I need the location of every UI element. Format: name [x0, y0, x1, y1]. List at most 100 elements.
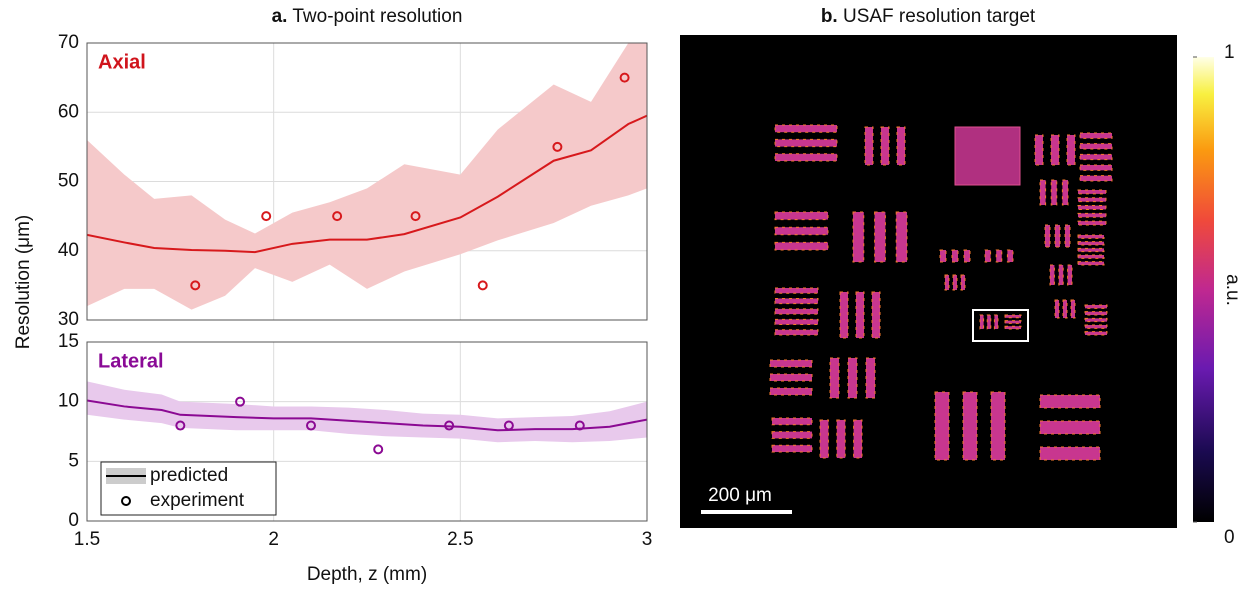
target-bar — [1084, 304, 1108, 309]
experiment-point — [306, 420, 316, 431]
target-bar — [1061, 179, 1069, 206]
target-bar — [1084, 317, 1108, 323]
target-bar — [774, 241, 829, 251]
plot-area — [87, 381, 647, 443]
target-bar — [1004, 320, 1022, 324]
target-bar — [771, 431, 813, 439]
experiment-point — [190, 280, 201, 291]
axes-box — [86, 42, 648, 321]
panel-label: b. — [821, 6, 838, 27]
target-bar — [960, 274, 966, 291]
experiment-point — [503, 420, 514, 431]
colorbar-tick-label: 1 — [1224, 42, 1235, 63]
target-bar — [962, 391, 978, 461]
panel-a-title: a. Two-point resolution — [272, 6, 463, 27]
title: Two-point resolution — [292, 6, 462, 27]
target-bar — [771, 417, 813, 426]
target-bar — [939, 249, 947, 263]
y-tick-label: 40 — [58, 240, 79, 261]
target-bar — [1039, 446, 1101, 461]
experiment-point — [332, 211, 343, 222]
target-bar — [839, 291, 849, 339]
target-bar — [1034, 134, 1044, 166]
target-bar — [1062, 299, 1068, 319]
target-bar — [1050, 134, 1060, 166]
subplot-label: Axial — [98, 51, 146, 73]
target-bar — [819, 419, 829, 459]
target-bar — [774, 153, 838, 162]
target-bar — [771, 444, 813, 453]
target-bar — [1049, 264, 1055, 286]
target-bar — [852, 211, 865, 263]
target-bar — [1077, 241, 1105, 246]
target-bar — [984, 249, 992, 263]
legend-box — [100, 461, 277, 516]
target-bar — [853, 419, 863, 459]
target-bar — [829, 357, 840, 399]
predicted-line — [87, 114, 647, 254]
target-bar — [944, 274, 950, 291]
target-bar — [1077, 205, 1107, 210]
y-tick-label: 70 — [58, 32, 79, 53]
colorbar — [1193, 57, 1214, 522]
target-bar — [769, 359, 813, 368]
target-bar — [1077, 189, 1107, 195]
target-bar — [1050, 179, 1058, 206]
y-tick-label: 30 — [58, 309, 79, 330]
target-bar — [774, 329, 819, 336]
scale-bar-label: 200 μm — [708, 485, 772, 506]
target-bar — [874, 211, 886, 263]
x-tick-label: 2.5 — [447, 529, 473, 550]
target-bar — [864, 126, 874, 166]
panel-label: a. — [272, 6, 288, 27]
target-bar — [1039, 179, 1047, 206]
title: USAF resolution target — [843, 6, 1036, 27]
target-bar — [865, 357, 876, 399]
target-bar — [1004, 314, 1022, 319]
target-bar — [1058, 264, 1064, 286]
axes-box — [86, 341, 648, 522]
target-bar — [855, 291, 865, 339]
target-bar — [896, 126, 906, 166]
target-bar — [1064, 224, 1071, 248]
target-bar — [847, 357, 858, 399]
target-bar — [769, 373, 813, 382]
target-bar — [979, 314, 985, 330]
target-bar — [1084, 311, 1108, 316]
target-bar — [1077, 234, 1105, 239]
x-axis-label: Depth, z (mm) — [307, 564, 427, 585]
x-tick-label: 3 — [642, 529, 653, 550]
experiment-point — [444, 420, 455, 431]
target-bar — [774, 124, 838, 133]
legend-label: experiment — [150, 490, 245, 511]
legend-marker — [121, 496, 131, 506]
confidence-band — [87, 381, 647, 443]
target-bar — [934, 391, 950, 461]
experiment-point — [261, 211, 272, 222]
target-bar — [990, 391, 1006, 461]
legend-label: predicted — [150, 465, 228, 486]
experiment-point — [619, 72, 630, 83]
target-bar — [1077, 220, 1107, 226]
y-tick-label: 60 — [58, 101, 79, 122]
y-tick-label: 50 — [58, 171, 79, 192]
target-bar — [774, 287, 819, 294]
target-bar — [1044, 224, 1051, 248]
colorbar-label: a.u. — [1222, 274, 1243, 306]
target-bar — [774, 308, 819, 315]
target-bar — [995, 249, 1003, 263]
plot-area — [87, 43, 647, 310]
target-bar — [1077, 261, 1105, 266]
target-bar — [1084, 324, 1108, 329]
target-bar — [1077, 197, 1107, 203]
y-tick-label: 5 — [68, 450, 79, 471]
target-bar — [836, 419, 846, 459]
panel-b-title: b. USAF resolution target — [821, 6, 1036, 27]
target-bar — [774, 318, 819, 326]
target-bar — [1067, 264, 1073, 286]
target-bar — [1084, 331, 1108, 336]
target-bar — [1066, 134, 1076, 166]
subplot-label: Lateral — [98, 350, 164, 372]
experiment-point — [574, 420, 585, 431]
